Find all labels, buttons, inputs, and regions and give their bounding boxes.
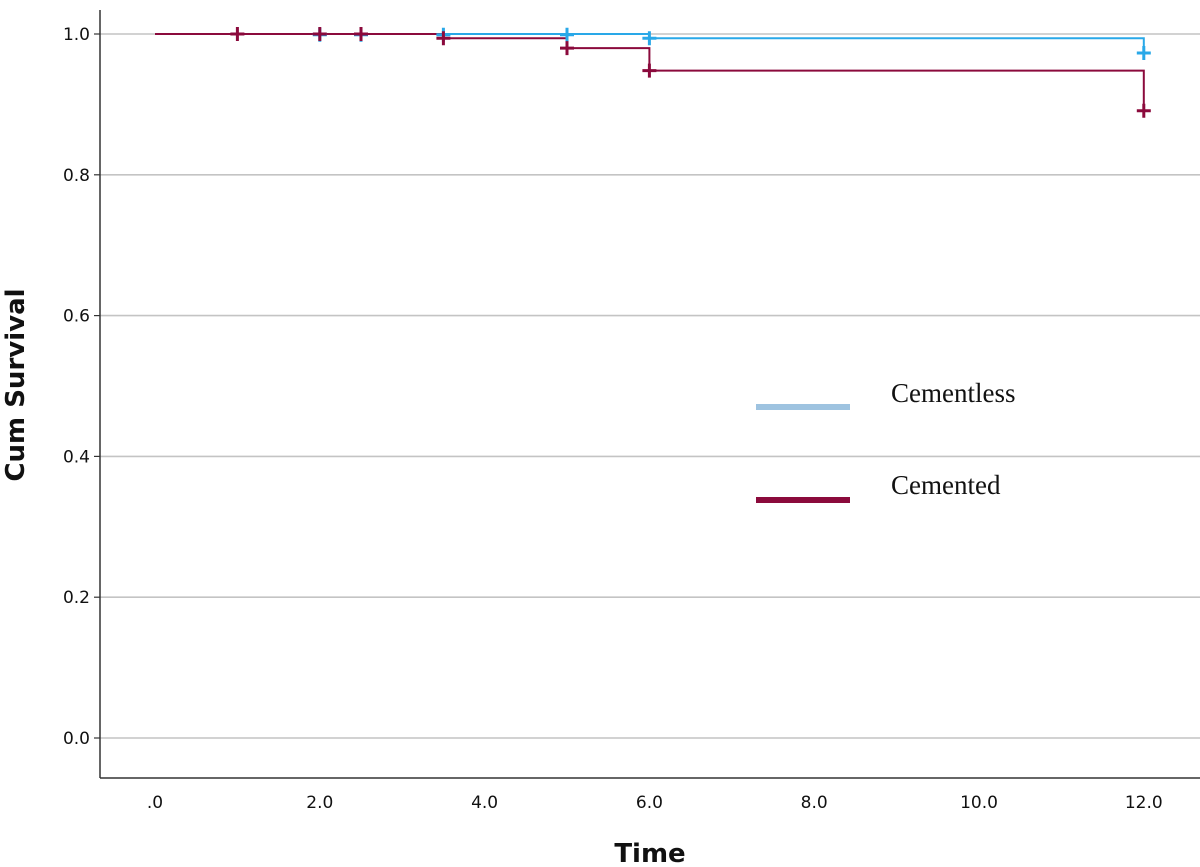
censor-mark-cemented: [560, 41, 574, 56]
censor-mark-cemented: [312, 27, 327, 41]
x-tick-label: .0: [147, 793, 163, 813]
x-tick-label: 10.0: [960, 793, 998, 813]
grid-lines: [100, 33, 1200, 739]
y-tick-label: 1.0: [63, 25, 90, 45]
y-tick-label: 0.6: [63, 307, 90, 327]
x-tick-label: 2.0: [306, 793, 333, 813]
x-tick-labels: .0 2.0 4.0 6.0 8.0 10.0 12.0: [147, 793, 1163, 813]
x-tick-label: 8.0: [801, 793, 828, 813]
censor-mark-cemented: [354, 27, 368, 41]
censor-mark-cementless: [560, 27, 574, 42]
censor-mark-cementless: [642, 31, 657, 46]
y-axis-title: Cum Survival: [1, 288, 31, 481]
censor-mark-cemented: [230, 27, 245, 41]
y-tick-label: 0.0: [63, 729, 90, 749]
legend-label-cemented: Cemented: [891, 470, 1001, 500]
censor-mark-cemented: [1136, 103, 1151, 118]
x-tick-label: 12.0: [1125, 793, 1163, 813]
censor-marks: [230, 27, 1151, 118]
x-tick-label: 6.0: [636, 793, 663, 813]
x-axis-title: Time: [614, 839, 685, 867]
y-tick-label: 0.4: [63, 447, 90, 467]
y-tick-label: 0.8: [63, 166, 90, 186]
censor-mark-cemented: [436, 31, 451, 46]
legend: Cementless Cemented: [756, 378, 1015, 503]
axes: [99, 10, 1200, 779]
x-tick-label: 4.0: [471, 793, 498, 813]
legend-label-cementless: Cementless: [891, 378, 1015, 408]
censor-mark-cemented: [642, 63, 657, 78]
censor-mark-cementless: [1136, 46, 1151, 61]
y-tick-labels: 0.0 0.2 0.4 0.6 0.8 1.0: [63, 25, 100, 749]
y-tick-label: 0.2: [63, 588, 90, 608]
